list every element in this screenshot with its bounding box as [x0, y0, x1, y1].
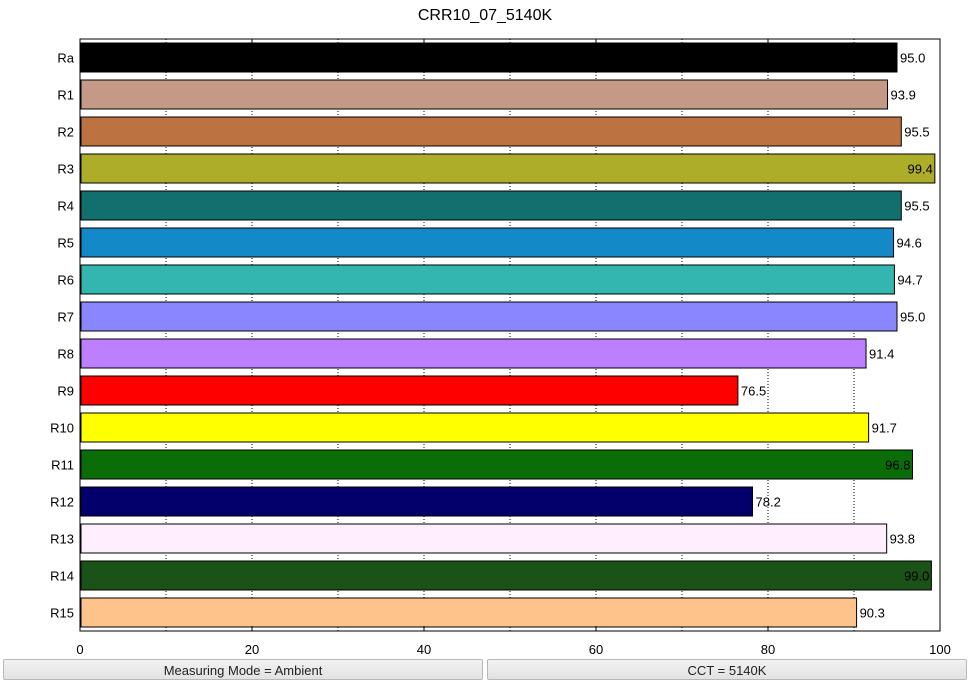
bar — [80, 79, 889, 110]
category-label: R9 — [57, 384, 74, 399]
chart-title: CRR10_07_5140K — [417, 7, 553, 24]
x-tick-label: 0 — [76, 642, 83, 657]
category-label: Ra — [57, 51, 74, 66]
axis-layer: 0 20 40 60 80 100 — [76, 39, 951, 657]
bar-chart: Ra 95.0 R1 93.9 R2 95.5 R3 99.4 R4 95.5 R5 94.6 R6 94… — [50, 38, 951, 657]
x-tick-label: 100 — [929, 642, 951, 657]
category-label: R7 — [57, 310, 74, 325]
category-label: R13 — [50, 532, 74, 547]
value-label: 76.5 — [741, 384, 766, 399]
bar — [80, 301, 898, 332]
measuring-mode-status: Measuring Mode = Ambient — [3, 659, 483, 680]
bar — [80, 597, 858, 628]
value-label: 95.5 — [904, 199, 929, 214]
bar — [80, 486, 754, 517]
category-label: R6 — [57, 273, 74, 288]
bar — [80, 412, 870, 443]
category-label: R3 — [57, 162, 74, 177]
bar — [80, 227, 895, 258]
value-label: 95.0 — [900, 310, 925, 325]
value-label: 94.6 — [897, 236, 922, 251]
bar — [80, 523, 888, 554]
category-label: R2 — [57, 125, 74, 140]
bar — [80, 449, 913, 480]
bar — [80, 264, 895, 295]
value-label: 90.3 — [860, 606, 885, 621]
value-label: 96.8 — [885, 458, 910, 473]
value-label: 99.0 — [904, 569, 929, 584]
category-label: R8 — [57, 347, 74, 362]
value-label: 99.4 — [908, 162, 933, 177]
bar — [80, 375, 739, 406]
cct-status: CCT = 5140K — [487, 659, 967, 680]
value-label: 93.9 — [891, 88, 916, 103]
category-label: R10 — [50, 421, 74, 436]
value-label: 95.5 — [904, 125, 929, 140]
category-label: R14 — [50, 569, 74, 584]
bar — [80, 338, 867, 369]
value-label: 93.8 — [890, 532, 915, 547]
value-label: 78.2 — [756, 495, 781, 510]
x-tick-label: 20 — [245, 642, 259, 657]
labels-layer: Ra 95.0 R1 93.9 R2 95.5 R3 99.4 R4 95.5 R5 94.6 R6 94… — [50, 51, 933, 621]
bar — [80, 42, 898, 73]
value-label: 91.4 — [869, 347, 894, 362]
bar — [80, 190, 902, 221]
value-label: 94.7 — [897, 273, 922, 288]
value-label: 95.0 — [900, 51, 925, 66]
value-label: 91.7 — [872, 421, 897, 436]
bar — [80, 560, 932, 591]
category-label: R11 — [51, 458, 74, 473]
x-tick-label: 80 — [761, 642, 775, 657]
category-label: R15 — [50, 606, 74, 621]
bars-layer — [80, 42, 936, 628]
x-tick-label: 40 — [417, 642, 431, 657]
bar — [80, 153, 936, 184]
category-label: R5 — [57, 236, 74, 251]
x-tick-label: 60 — [589, 642, 603, 657]
bar — [80, 116, 902, 147]
category-label: R1 — [57, 88, 74, 103]
category-label: R12 — [50, 495, 74, 510]
category-label: R4 — [57, 199, 74, 214]
